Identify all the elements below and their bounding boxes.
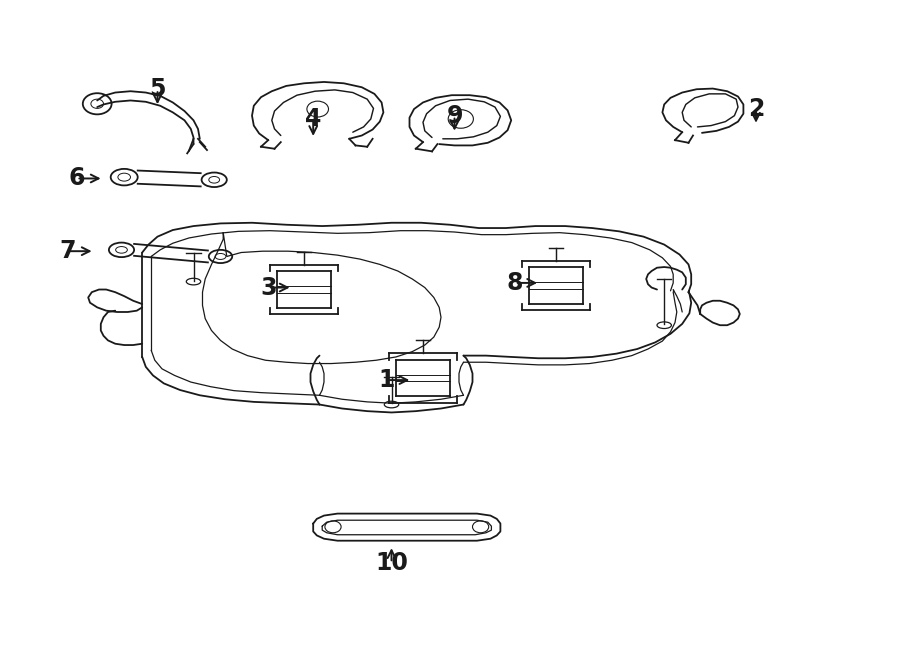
Text: 1: 1 — [379, 368, 395, 392]
Text: 10: 10 — [375, 551, 408, 575]
Text: 6: 6 — [68, 167, 85, 190]
Text: 7: 7 — [59, 239, 76, 263]
Text: 9: 9 — [446, 104, 463, 128]
Text: 2: 2 — [748, 97, 764, 121]
Text: 5: 5 — [149, 77, 166, 101]
Text: 8: 8 — [507, 271, 523, 295]
Text: 4: 4 — [305, 107, 321, 131]
Text: 3: 3 — [260, 276, 276, 299]
